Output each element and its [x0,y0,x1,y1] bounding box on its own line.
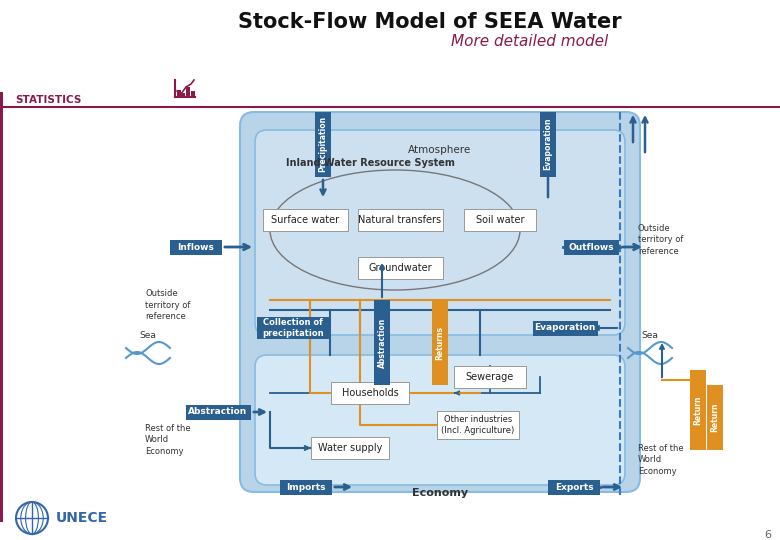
Text: Sewerage: Sewerage [466,372,514,382]
Bar [263,209,348,231]
Text: Sea: Sea [642,332,658,341]
Text: Imports: Imports [286,483,326,491]
Text: More detailed model: More detailed model [452,35,608,50]
Text: Soil water: Soil water [476,215,524,225]
Text: Exports: Exports [555,483,594,491]
Text: Evaporation: Evaporation [544,118,552,170]
Text: Inland Water Resource System: Inland Water Resource System [285,158,455,168]
Text: Natural transfers: Natural transfers [359,215,441,225]
Bar [170,240,222,254]
Bar [0,92,3,522]
Bar [374,300,390,385]
Text: Groundwater: Groundwater [368,263,432,273]
Bar [707,385,723,450]
Text: Atmosphere: Atmosphere [409,145,472,155]
Text: Abstraction: Abstraction [189,408,247,416]
Text: Abstraction: Abstraction [378,318,387,368]
Text: UNECE: UNECE [56,511,108,525]
Bar [690,370,706,450]
Text: Collection of
precipitation: Collection of precipitation [262,318,324,338]
Bar [186,87,190,97]
Bar [311,437,389,459]
Text: Stock-Flow Model of SEEA Water: Stock-Flow Model of SEEA Water [238,12,622,32]
Bar [181,93,185,97]
Bar [357,257,442,279]
Text: Outside
territory of
reference: Outside territory of reference [638,225,683,255]
Text: Precipitation: Precipitation [318,116,328,172]
Text: Rest of the
World
Economy: Rest of the World Economy [638,444,683,476]
Bar [432,300,448,385]
Text: Other industries
(Incl. Agriculture): Other industries (Incl. Agriculture) [441,415,515,435]
Text: Surface water: Surface water [271,215,339,225]
Bar [331,382,409,404]
Text: Return: Return [711,402,719,432]
Bar [177,90,180,97]
Text: Households: Households [342,388,399,398]
Bar [563,240,619,254]
Bar [257,317,329,339]
Text: Inflows: Inflows [178,242,214,252]
Text: Evaporation: Evaporation [534,323,596,333]
Text: 6: 6 [764,530,771,540]
Text: Rest of the
World
Economy: Rest of the World Economy [145,424,190,456]
Bar [454,366,526,388]
Text: Outflows: Outflows [568,242,614,252]
Text: Sea: Sea [140,332,157,341]
Text: Water supply: Water supply [317,443,382,453]
Text: STATISTICS: STATISTICS [15,95,81,105]
Bar [464,209,536,231]
Bar [280,480,332,495]
Text: Outside
territory of
reference: Outside territory of reference [145,289,190,321]
Text: Return: Return [693,395,703,425]
Bar [191,91,194,97]
FancyBboxPatch shape [255,130,625,335]
Text: Returns: Returns [435,326,445,360]
FancyBboxPatch shape [240,112,640,492]
Bar [548,480,600,495]
Bar [437,411,519,439]
Text: Economy: Economy [412,488,468,498]
FancyBboxPatch shape [255,355,625,485]
Bar [357,209,442,231]
Bar [315,112,331,177]
Bar [186,404,250,420]
Bar [533,321,597,335]
Bar [540,112,556,177]
